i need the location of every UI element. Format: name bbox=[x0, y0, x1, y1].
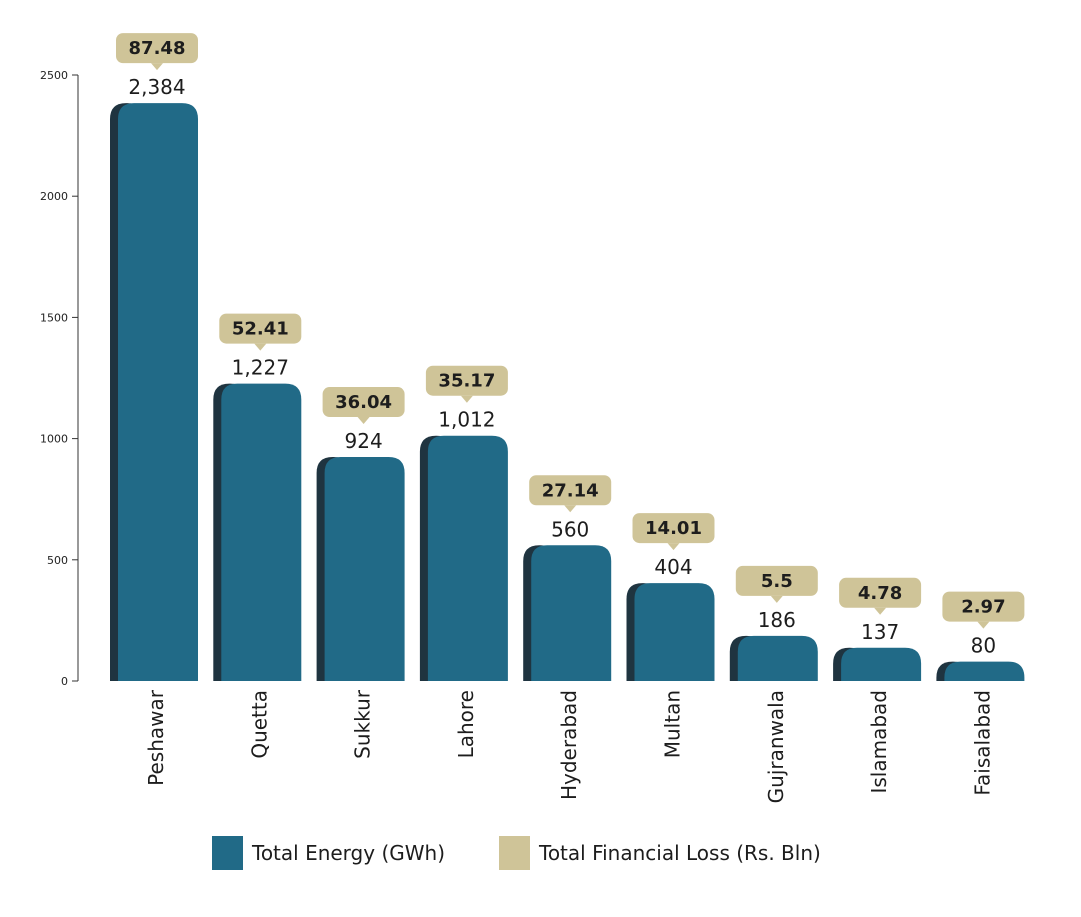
loss-callout bbox=[322, 387, 405, 418]
legend-label-loss: Total Financial Loss (Rs. Bln) bbox=[539, 841, 821, 865]
energy-value-label: 924 bbox=[345, 429, 383, 453]
x-axis-labels: Peshawar Quetta Sukkur Lahore Hyderabad Multa… bbox=[144, 689, 994, 803]
energy-value-label: 137 bbox=[861, 620, 899, 644]
y-tick-label: 2000 bbox=[40, 190, 68, 203]
energy-value-label: 404 bbox=[654, 555, 692, 579]
loss-callout-pointer bbox=[667, 543, 680, 551]
loss-value-label: 27.14 bbox=[542, 480, 599, 501]
loss-callout bbox=[735, 565, 818, 596]
x-category-label: Sukkur bbox=[351, 689, 375, 759]
loss-callout bbox=[425, 365, 508, 396]
energy-bar bbox=[634, 583, 715, 681]
legend-swatch-energy bbox=[212, 836, 243, 870]
bars bbox=[110, 103, 1025, 681]
loss-value-label: 87.48 bbox=[129, 38, 186, 59]
energy-bar bbox=[944, 661, 1025, 681]
energy-bar bbox=[841, 647, 922, 681]
loss-callout-pointer bbox=[770, 595, 783, 603]
loss-value-label: 14.01 bbox=[645, 518, 702, 539]
legend-swatch-loss bbox=[499, 836, 530, 870]
energy-value-label: 186 bbox=[758, 608, 796, 632]
loss-callout bbox=[839, 577, 922, 608]
y-tick-label: 1000 bbox=[40, 433, 68, 446]
energy-bar bbox=[118, 103, 198, 681]
x-category-label: Faisalabad bbox=[970, 690, 994, 796]
energy-bar bbox=[324, 457, 405, 681]
loss-value-label: 52.41 bbox=[232, 319, 289, 340]
x-category-label: Gujranwala bbox=[764, 690, 788, 803]
energy-value-label: 560 bbox=[551, 517, 589, 541]
loss-callout-pointer bbox=[460, 395, 473, 403]
x-category-label: Peshawar bbox=[144, 689, 168, 786]
loss-callout bbox=[632, 513, 715, 544]
loss-callout bbox=[219, 313, 302, 344]
loss-callout-pointer bbox=[564, 505, 577, 513]
loss-callout-pointer bbox=[357, 417, 370, 425]
energy-value-label: 2,384 bbox=[128, 75, 185, 99]
legend-item-loss: Total Financial Loss (Rs. Bln) bbox=[499, 836, 821, 870]
chart-legend: Total Energy (GWh) Total Financial Loss … bbox=[212, 836, 875, 870]
loss-callout-pointer bbox=[254, 343, 267, 351]
x-category-label: Multan bbox=[661, 690, 685, 758]
legend-label-energy: Total Energy (GWh) bbox=[252, 841, 445, 865]
energy-bar bbox=[737, 635, 818, 681]
energy-value-label: 1,227 bbox=[232, 356, 289, 380]
energy-bar bbox=[531, 545, 612, 681]
y-axis: 0 500 1000 1500 2000 2500 bbox=[40, 69, 79, 688]
loss-callout bbox=[529, 475, 612, 506]
loss-value-label: 4.78 bbox=[858, 583, 902, 604]
y-tick-label: 500 bbox=[47, 554, 68, 567]
y-tick-label: 0 bbox=[61, 675, 68, 688]
value-labels: 2,384 87.48 1,227 52.41 924 36.04 1,012 35.17 56… bbox=[116, 33, 1025, 658]
energy-bar bbox=[221, 383, 302, 681]
energy-bar bbox=[427, 435, 508, 681]
loss-value-label: 35.17 bbox=[438, 371, 495, 392]
x-category-label: Quetta bbox=[247, 690, 271, 759]
loss-value-label: 2.97 bbox=[961, 597, 1005, 618]
loss-value-label: 36.04 bbox=[335, 392, 392, 413]
legend-item-energy: Total Energy (GWh) bbox=[212, 836, 445, 870]
loss-callout bbox=[116, 33, 198, 64]
loss-callout-pointer bbox=[977, 621, 990, 629]
y-tick-label: 1500 bbox=[40, 311, 68, 324]
loss-callout bbox=[942, 591, 1025, 622]
loss-value-label: 5.5 bbox=[761, 571, 793, 592]
energy-value-label: 1,012 bbox=[438, 408, 495, 432]
loss-callout-pointer bbox=[151, 63, 163, 71]
y-tick-label: 2500 bbox=[40, 69, 68, 82]
x-category-label: Islamabad bbox=[867, 690, 891, 794]
energy-value-label: 80 bbox=[971, 634, 996, 658]
x-category-label: Lahore bbox=[454, 690, 478, 758]
loss-callout-pointer bbox=[874, 607, 887, 615]
x-category-label: Hyderabad bbox=[557, 690, 581, 800]
